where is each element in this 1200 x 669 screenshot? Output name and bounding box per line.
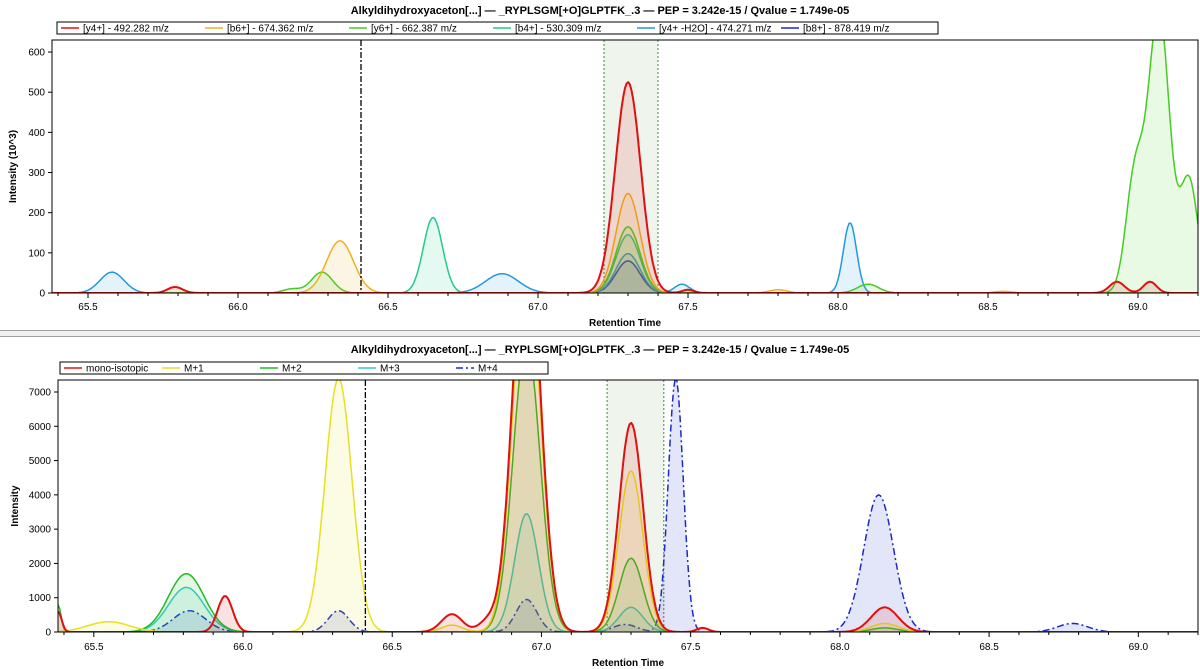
series-area (58, 380, 1198, 632)
plot-content (52, 40, 1198, 293)
y-tick-label: 1000 (29, 593, 52, 604)
legend-entry: [b8+] - 878.419 m/z (803, 24, 889, 35)
y-tick-label: 4000 (29, 490, 52, 501)
plot-content (58, 380, 1198, 632)
y-axis-label: Intensity (10^3) (8, 130, 19, 203)
plot-frame (57, 379, 1199, 633)
y-tick-label: 7000 (29, 388, 52, 399)
legend-entry: [y4+] - 492.282 m/z (83, 24, 169, 35)
x-tick-label: 67.5 (681, 642, 701, 653)
y-tick-label: 0 (45, 628, 51, 639)
x-tick-label: 67.0 (532, 642, 552, 653)
top-fragment-chart: Alkyldihydroxyaceton[...] — _RYPLSGM[+O]… (8, 5, 1199, 329)
x-tick-label: 67.0 (528, 302, 548, 313)
x-tick-label: 66.5 (378, 302, 398, 313)
series-line (52, 192, 1198, 293)
x-tick-label: 68.0 (830, 642, 850, 653)
y-tick-label: 0 (39, 289, 45, 300)
legend-entry: M+2 (282, 364, 302, 375)
legend-box (59, 361, 549, 375)
legend-entry: M+3 (380, 364, 400, 375)
y-tick-label: 5000 (29, 456, 52, 467)
x-tick-label: 66.0 (228, 302, 248, 313)
x-axis-label: Retention Time (589, 318, 661, 329)
legend-entry: [y6+] - 662.387 m/z (371, 24, 457, 35)
x-tick-label: 65.5 (78, 302, 98, 313)
integration-window (607, 380, 664, 632)
bottom-isotope-chart: Alkyldihydroxyaceton[...] — _RYPLSGM[+O]… (10, 344, 1199, 669)
y-tick-label: 400 (28, 128, 45, 139)
series-area (52, 223, 1198, 293)
series-area (52, 260, 1198, 293)
y-tick-label: 600 (28, 48, 45, 59)
y-tick-label: 500 (28, 88, 45, 99)
series-line (52, 260, 1198, 293)
series-line (58, 380, 1198, 632)
y-axis-label: Intensity (10, 485, 21, 527)
y-tick-label: 2000 (29, 559, 52, 570)
series-line (52, 40, 1198, 293)
y-tick-label: 100 (28, 248, 45, 259)
x-tick-label: 67.5 (678, 302, 698, 313)
series-area (52, 82, 1198, 293)
series-line (52, 222, 1198, 293)
series-area (58, 380, 1198, 632)
x-tick-label: 65.5 (84, 642, 104, 653)
x-axis-label: Retention Time (592, 658, 664, 669)
legend-entry: M+4 (478, 364, 498, 375)
x-tick-label: 66.0 (233, 642, 253, 653)
x-tick-label: 68.5 (978, 302, 998, 313)
y-tick-label: 300 (28, 168, 45, 179)
chart-title: Alkyldihydroxyaceton[...] — _RYPLSGM[+O]… (351, 344, 850, 356)
panel-splitter[interactable] (0, 330, 1200, 337)
x-tick-label: 68.0 (828, 302, 848, 313)
legend-entry: [b4+] - 530.309 m/z (515, 24, 601, 35)
legend-entry: [y4+ -H2O] - 474.271 m/z (659, 24, 772, 35)
legend-entry: M+1 (184, 364, 204, 375)
series-line (52, 216, 1198, 293)
series-area (52, 193, 1198, 293)
x-tick-label: 68.5 (979, 642, 999, 653)
series-line (52, 81, 1198, 293)
plot-frame (51, 39, 1199, 294)
legend-entry: mono-isotopic (86, 364, 148, 375)
series-area (58, 380, 1198, 632)
x-tick-label: 66.5 (383, 642, 403, 653)
series-area (52, 40, 1198, 293)
x-tick-label: 69.0 (1129, 642, 1149, 653)
y-tick-label: 6000 (29, 422, 52, 433)
chart-title: Alkyldihydroxyaceton[...] — _RYPLSGM[+O]… (351, 5, 850, 17)
y-tick-label: 200 (28, 208, 45, 219)
legend-entry: [b6+] - 674.362 m/z (227, 24, 313, 35)
series-area (52, 217, 1198, 293)
y-tick-label: 3000 (29, 525, 52, 536)
x-tick-label: 69.0 (1128, 302, 1148, 313)
